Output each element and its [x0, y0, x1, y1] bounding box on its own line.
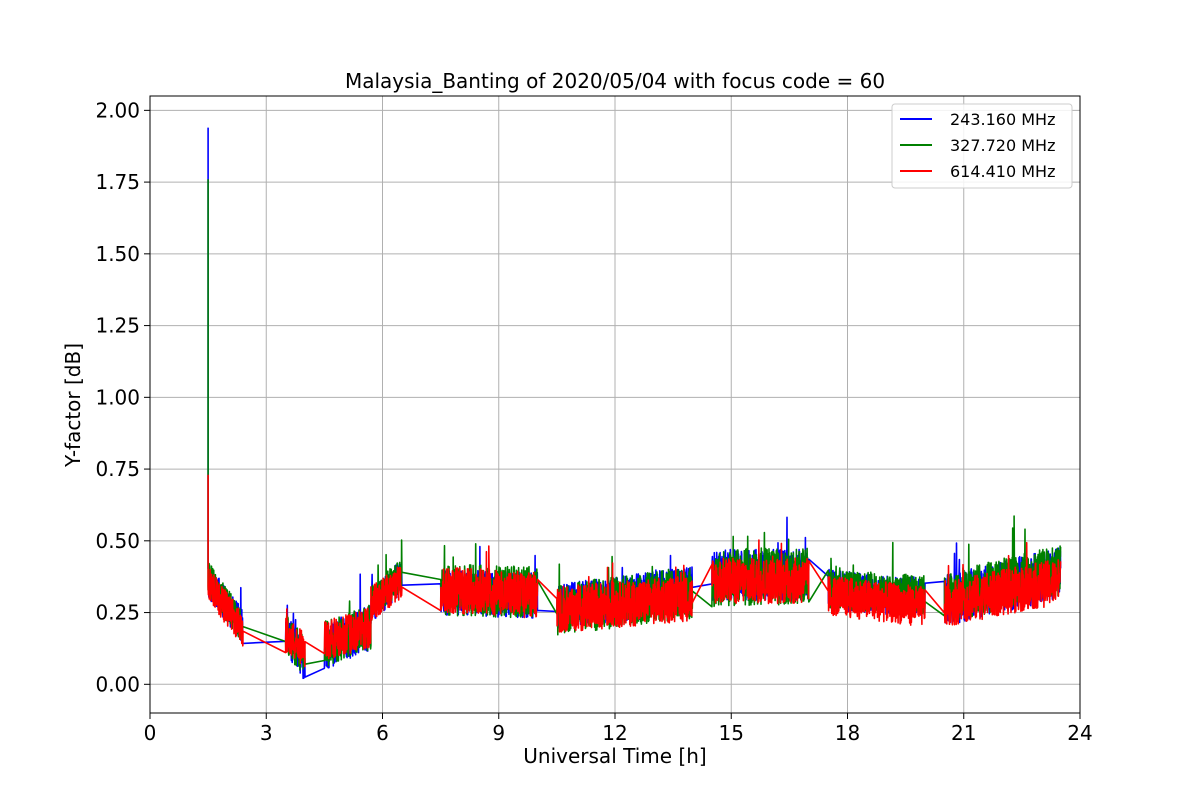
- x-tick-label: 3: [260, 721, 273, 745]
- legend-label-3: 614.410 MHz: [950, 162, 1055, 181]
- legend-label-2: 327.720 MHz: [950, 136, 1055, 155]
- y-tick-label: 2.00: [95, 98, 140, 122]
- x-tick-label: 21: [951, 721, 976, 745]
- x-tick-label: 24: [1067, 721, 1092, 745]
- y-tick-label: 0.50: [95, 529, 140, 553]
- y-tick-label: 1.25: [95, 314, 140, 338]
- x-tick-label: 18: [835, 721, 860, 745]
- y-axis: 0.00 0.25 0.50 0.75 1.00 1.25 1.50 1.75 2.00: [95, 98, 150, 696]
- y-axis-label: Y-factor [dB]: [61, 343, 85, 468]
- plot-area: [207, 127, 1062, 680]
- y-tick-label: 1.00: [95, 385, 140, 409]
- x-axis: 0 3 6 9 12 15 18 21 24: [144, 713, 1093, 745]
- legend: 243.160 MHz 327.720 MHz 614.410 MHz: [891, 103, 1073, 189]
- y-tick-label: 0.75: [95, 457, 140, 481]
- x-tick-label: 9: [492, 721, 505, 745]
- y-tick-label: 1.75: [95, 170, 140, 194]
- y-tick-label: 0.25: [95, 601, 140, 625]
- x-tick-label: 12: [602, 721, 627, 745]
- chart-title: Malaysia_Banting of 2020/05/04 with focu…: [345, 69, 885, 93]
- y-tick-label: 0.00: [95, 672, 140, 696]
- x-tick-label: 0: [144, 721, 157, 745]
- y-tick-label: 1.50: [95, 242, 140, 266]
- legend-box: [891, 103, 1073, 189]
- legend-label-1: 243.160 MHz: [950, 110, 1055, 129]
- x-axis-label: Universal Time [h]: [523, 744, 706, 768]
- x-tick-label: 15: [719, 721, 744, 745]
- series-line-3: [207, 474, 1062, 668]
- x-tick-label: 6: [376, 721, 389, 745]
